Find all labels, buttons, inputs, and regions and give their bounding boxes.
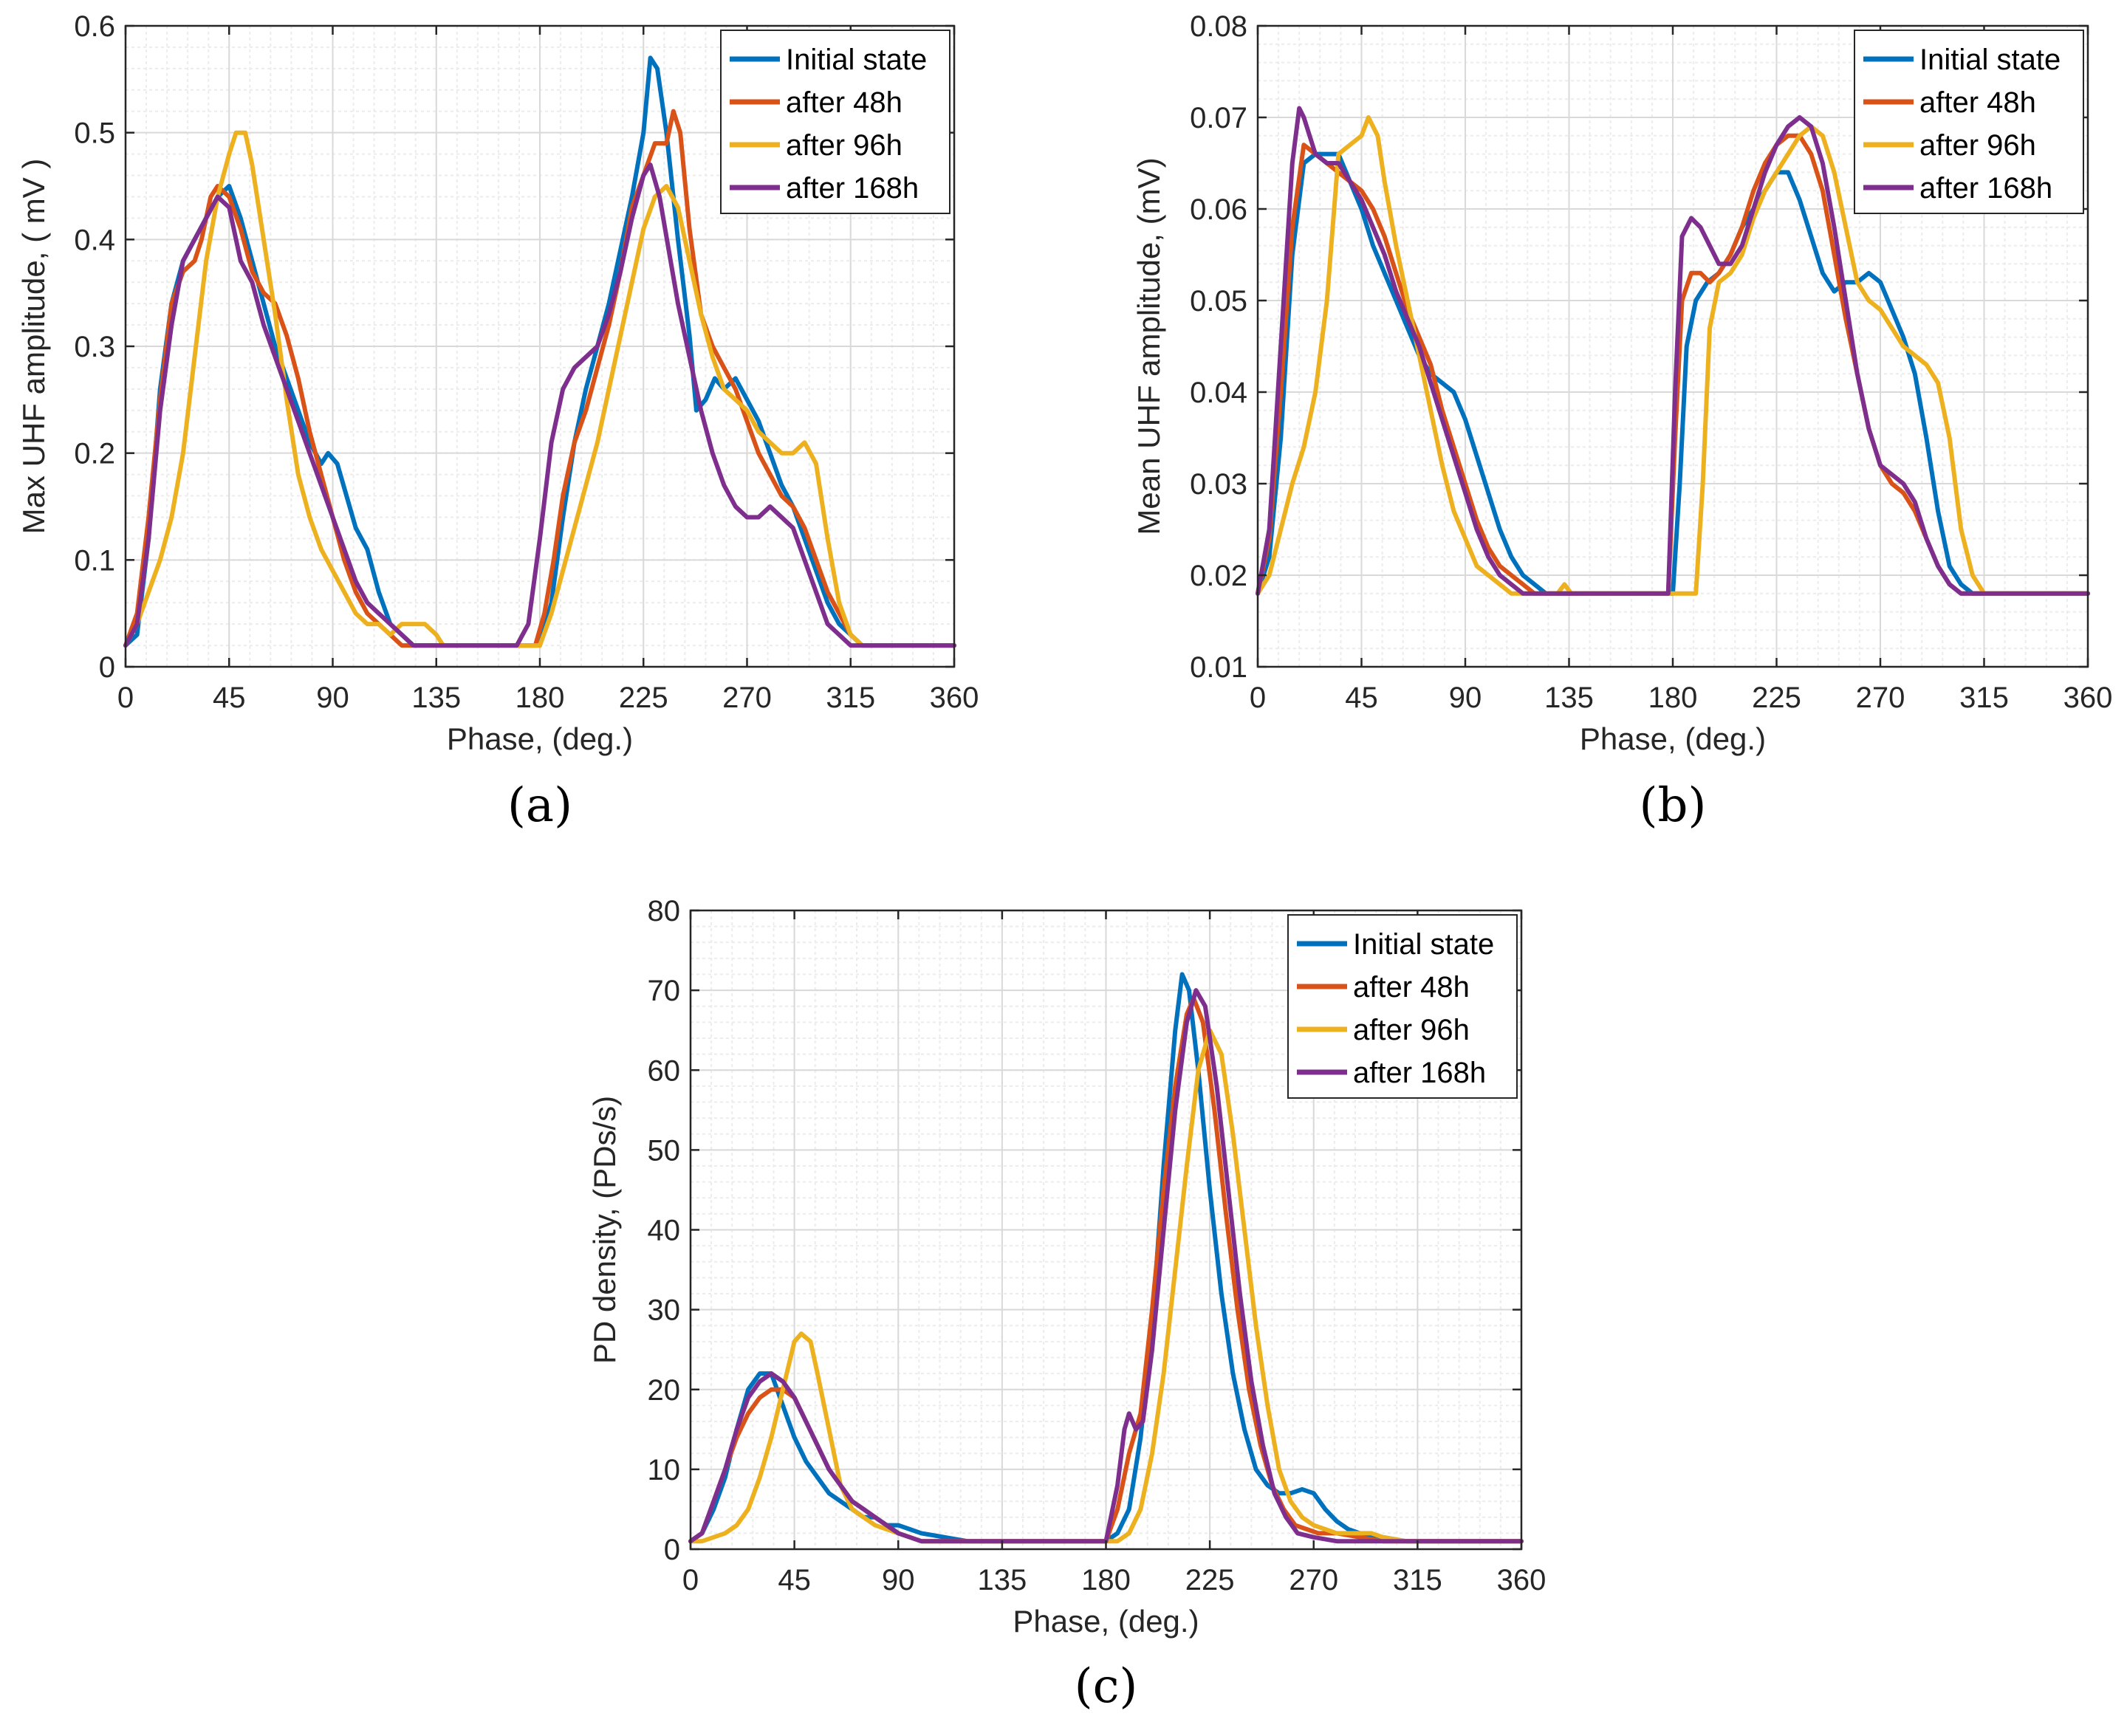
legend-label: Initial state [786,44,927,76]
series-line [688,972,1524,1544]
legend-label: after 48h [1353,971,1470,1003]
y-tick-label: 70 [648,975,681,1007]
x-tick-label: 180 [1648,682,1698,714]
x-axis-label: Phase, (deg.) [447,721,633,756]
y-tick-label: 40 [648,1215,681,1247]
legend-label: Initial state [1353,928,1494,961]
x-tick-label: 90 [1449,682,1482,714]
x-tick-label: 270 [722,682,772,714]
y-tick-label: 0.01 [1190,651,1247,684]
y-tick-label: 60 [648,1054,681,1087]
series-line [1256,115,2090,596]
x-tick-label: 90 [316,682,349,714]
series-line [123,130,956,648]
y-tick-label: 0.02 [1190,560,1247,592]
panel-label: (b) [1640,778,1707,833]
x-tick-label: 45 [213,682,246,714]
x-tick-label: 270 [1856,682,1905,714]
x-tick-label: 135 [1544,682,1594,714]
panel-c: 0 45 90 135 180 225 270 315 360 0 10 20 30 40 50 60 70 80… [587,895,1546,1714]
y-tick-label: 0.5 [74,117,115,150]
x-tick-label: 225 [619,682,668,714]
series-line [123,55,956,648]
y-tick-label: 0.06 [1190,193,1247,226]
y-tick-label: 0 [664,1534,680,1566]
panel-label: (a) [507,778,572,833]
x-axis-label: Phase, (deg.) [1580,721,1766,756]
x-tick-label: 225 [1752,682,1801,714]
x-tick-label: 360 [930,682,979,714]
x-tick-label: 135 [978,1564,1027,1596]
y-tick-label: 0.04 [1190,377,1247,409]
x-tick-label: 225 [1185,1564,1235,1596]
panel-a: 0 45 90 135 180 225 270 315 360 0 0.1 0.2 0.3 0.4 0.5 0… [16,10,979,833]
series-line [1256,106,2090,596]
series-line [123,162,956,648]
x-tick-label: 360 [2063,682,2113,714]
x-tick-label: 360 [1497,1564,1547,1596]
x-tick-label: 45 [778,1564,811,1596]
panel-label: (c) [1075,1659,1138,1714]
legend-label: after 96h [1919,129,2036,162]
y-tick-label: 0.08 [1190,10,1247,43]
y-tick-label: 0.3 [74,331,115,363]
series-line [688,1028,1524,1544]
legend-label: after 48h [786,86,902,119]
x-tick-label: 315 [1959,682,2009,714]
x-tick-label: 180 [1081,1564,1131,1596]
y-tick-label: 80 [648,895,681,927]
legend-label: after 48h [1919,86,2036,119]
y-tick-label: 20 [648,1374,681,1407]
y-tick-label: 0.6 [74,10,115,43]
x-tick-label: 135 [411,682,461,714]
series-line [123,109,956,648]
y-axis-label: Mean UHF amplitude, (mV) [1131,157,1166,535]
x-tick-label: 90 [882,1564,915,1596]
y-tick-label: 0.07 [1190,102,1247,134]
x-tick-label: 315 [1393,1564,1442,1596]
y-axis-label: Max UHF amplitude, ( mV ) [16,159,51,535]
x-tick-label: 45 [1345,682,1378,714]
panel-b: 0 45 90 135 180 225 270 315 360 0.01 0.02 0.03 0.04 0… [1131,10,2112,833]
x-tick-label: 0 [117,682,134,714]
y-tick-label: 0.1 [74,544,115,577]
legend-label: after 96h [786,129,902,162]
y-tick-label: 0.03 [1190,468,1247,501]
legend-label: after 168h [1353,1057,1486,1089]
y-tick-label: 30 [648,1294,681,1327]
legend-label: Initial state [1919,44,2061,76]
y-tick-label: 50 [648,1134,681,1167]
y-tick-label: 0.4 [74,224,115,256]
y-tick-label: 0 [99,651,115,684]
x-tick-label: 0 [682,1564,699,1596]
y-tick-label: 0.05 [1190,285,1247,318]
legend-label: after 168h [1919,172,2052,205]
x-axis-label: Phase, (deg.) [1013,1604,1199,1639]
y-tick-label: 10 [648,1454,681,1486]
legend-label: after 168h [786,172,919,205]
y-axis-label: PD density, (PDs/s) [587,1096,622,1364]
y-tick-label: 0.2 [74,438,115,470]
x-tick-label: 0 [1250,682,1266,714]
legend-label: after 96h [1353,1014,1470,1046]
series-line [1256,151,2090,596]
series-line [688,988,1524,1544]
x-tick-label: 270 [1289,1564,1338,1596]
x-tick-label: 315 [826,682,875,714]
x-tick-label: 180 [516,682,565,714]
